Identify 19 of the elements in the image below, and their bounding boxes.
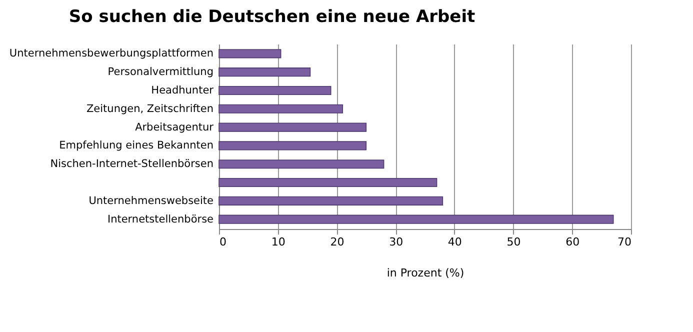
y-tick-label: Headhunter: [151, 84, 214, 96]
x-tick-label: 0: [220, 236, 226, 248]
x-tick-label: 50: [506, 236, 521, 248]
x-tick-label: 30: [389, 236, 404, 248]
x-tick-label: 70: [618, 236, 632, 248]
x-tick-label: 10: [271, 236, 286, 248]
y-tick-label: Nischen-Internet-Stellenbörsen: [50, 158, 214, 170]
y-tick-label: Empfehlung eines Bekannten: [59, 140, 214, 152]
chart-title: So suchen die Deutschen eine neue Arbeit: [68, 7, 476, 27]
x-tick-label: 40: [448, 236, 462, 248]
x-axis-title: in Prozent (%): [386, 266, 464, 280]
y-tick-label: Arbeitsagentur: [135, 121, 214, 134]
x-tick-label: 20: [330, 236, 344, 248]
y-tick-label: Unternehmenswebseite: [88, 194, 214, 207]
y-tick-label: Unternehmensbewerbungsplattformen: [9, 48, 214, 60]
y-tick-label: Zeitungen, Zeitschriften: [86, 102, 214, 115]
y-tick-label: Internetstellenbörse: [107, 213, 214, 226]
x-tick-label: 60: [566, 236, 580, 248]
y-tick-label: Personalvermittlung: [108, 66, 214, 78]
